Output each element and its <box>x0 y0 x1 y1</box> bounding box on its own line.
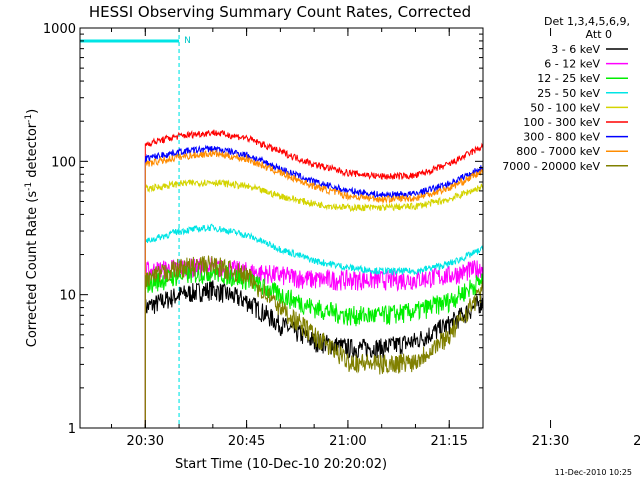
y-axis-label-exp1: -1 <box>24 182 34 191</box>
x-tick-label-0: 20:30 <box>127 434 164 449</box>
y-tick-label-3: 1000 <box>43 22 76 37</box>
y-tick-label-1: 10 <box>59 289 76 304</box>
series-line-6 <box>144 144 483 428</box>
legend-label-3: 25 - 50 keV <box>537 87 600 100</box>
legend-label-6: 300 - 800 keV <box>523 131 600 144</box>
x-tick-label-1: 20:45 <box>228 434 265 449</box>
y-tick-label-2: 100 <box>51 155 76 170</box>
y-axis-label-exp2: -1 <box>24 114 34 123</box>
x-tick-label-5: 21:45 <box>633 434 640 449</box>
legend-header-1: Att 0 <box>586 28 612 41</box>
footer-timestamp: 11-Dec-2010 10:25 <box>554 468 632 477</box>
chart-title: HESSI Observing Summary Count Rates, Cor… <box>89 3 471 21</box>
series-line-3 <box>144 223 483 428</box>
legend-label-5: 100 - 300 keV <box>523 116 600 129</box>
legend-header-0: Det 1,3,4,5,6,9, <box>544 15 630 28</box>
series-line-0 <box>144 280 483 428</box>
series-line-2 <box>144 263 483 428</box>
saa-marker-label: N <box>184 36 191 46</box>
x-tick-label-4: 21:30 <box>532 434 569 449</box>
y-axis-label-mid: detector <box>25 122 40 182</box>
legend: Det 1,3,4,5,6,9,Att 0 3 - 6 keV 6 - 12 keV… <box>502 15 630 173</box>
series-line-8 <box>144 255 483 428</box>
legend-label-0: 3 - 6 keV <box>551 43 600 56</box>
legend-label-7: 800 - 7000 keV <box>516 145 600 158</box>
y-axis-label: Corrected Count Rate (s-1 detector-1) <box>24 109 40 347</box>
plot-marks: N <box>80 28 483 428</box>
x-tick-label-3: 21:15 <box>430 434 467 449</box>
y-tick-label-0: 1 <box>68 422 76 437</box>
series-line-4 <box>144 178 483 428</box>
x-axis-label: Start Time (10-Dec-10 20:20:02) <box>175 457 387 472</box>
legend-label-8: 7000 - 20000 keV <box>502 160 600 173</box>
legend-label-2: 12 - 25 keV <box>537 72 600 85</box>
plot-frame <box>79 27 484 429</box>
y-axis-label-main: Corrected Count Rate (s <box>25 191 40 348</box>
series-line-7 <box>144 149 483 428</box>
legend-label-4: 50 - 100 keV <box>530 101 600 114</box>
y-axis-label-end: ) <box>25 109 40 114</box>
series-line-5 <box>144 129 483 428</box>
legend-label-1: 6 - 12 keV <box>544 58 600 71</box>
x-tick-label-2: 21:00 <box>329 434 366 449</box>
series-line-1 <box>144 257 483 428</box>
axes: 20:3020:4521:0021:1521:3021:4522:0011010… <box>43 22 640 449</box>
